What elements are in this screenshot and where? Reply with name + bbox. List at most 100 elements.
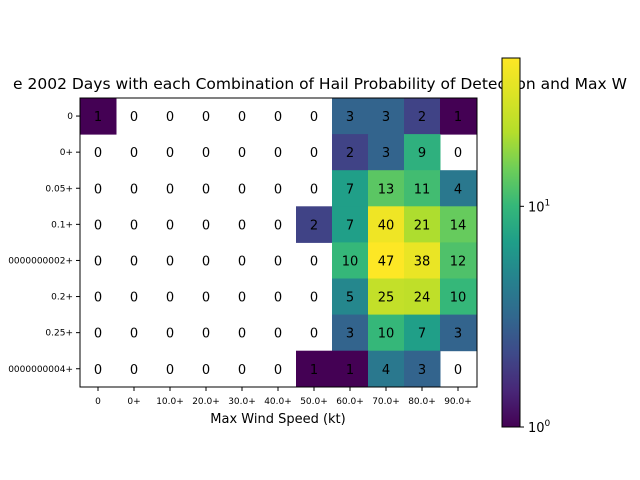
cell-value-label: 0 bbox=[202, 291, 210, 306]
cell-value-label: 0 bbox=[202, 254, 210, 269]
heatmap-cell bbox=[368, 350, 405, 388]
cell-value-label: 0 bbox=[94, 327, 102, 342]
cell-value-label: 0 bbox=[238, 110, 246, 125]
cell-value-label: 3 bbox=[346, 327, 354, 342]
heatmap-cell bbox=[368, 242, 405, 279]
x-tick-label: 50.0+ bbox=[300, 397, 328, 407]
cell-value-label: 0 bbox=[454, 363, 462, 378]
cell-value-label: 10 bbox=[342, 254, 359, 269]
cell-value-label: 0 bbox=[238, 291, 246, 306]
cell-value-label: 0 bbox=[130, 291, 138, 306]
y-tick-label: 0.25+ bbox=[45, 329, 73, 339]
cell-value-label: 0 bbox=[166, 327, 174, 342]
cell-value-label: 0 bbox=[238, 327, 246, 342]
cell-value-label: 0 bbox=[130, 363, 138, 378]
heatmap-cell bbox=[368, 134, 405, 171]
cell-value-label: 0 bbox=[202, 182, 210, 197]
cell-value-label: 0 bbox=[130, 218, 138, 233]
heatmap-cell bbox=[404, 242, 441, 279]
colorbar-tick-label: 100 bbox=[528, 419, 551, 436]
cell-value-label: 0 bbox=[202, 218, 210, 233]
cell-value-label: 2 bbox=[310, 218, 318, 233]
heatmap-cell bbox=[404, 98, 441, 135]
heatmap-cell bbox=[440, 206, 477, 243]
cell-value-label: 2 bbox=[346, 146, 354, 161]
cell-value-label: 0 bbox=[94, 291, 102, 306]
colorbar bbox=[501, 57, 521, 428]
cell-value-label: 40 bbox=[378, 218, 395, 233]
cell-value-label: 0 bbox=[274, 291, 282, 306]
cell-value-label: 7 bbox=[346, 218, 354, 233]
cell-value-label: 0 bbox=[238, 218, 246, 233]
heatmap-cell bbox=[404, 314, 441, 352]
heatmap-cell bbox=[368, 278, 405, 316]
x-tick-label: 70.0+ bbox=[372, 397, 400, 407]
cell-value-label: 0 bbox=[166, 182, 174, 197]
heatmap-cell bbox=[404, 350, 441, 388]
cell-value-label: 25 bbox=[378, 291, 395, 306]
cell-value-label: 0 bbox=[202, 146, 210, 161]
cell-value-label: 9 bbox=[418, 146, 426, 161]
y-tick-label: 0000000002+ bbox=[8, 256, 73, 266]
heatmap-cell bbox=[332, 314, 369, 352]
heatmap-cell bbox=[332, 98, 369, 135]
y-tick-label: 0.2+ bbox=[51, 293, 73, 303]
cell-value-label: 0 bbox=[166, 254, 174, 269]
cell-value-label: 0 bbox=[166, 363, 174, 378]
x-tick-label: 90.0+ bbox=[444, 397, 472, 407]
cell-value-label: 0 bbox=[166, 110, 174, 125]
cell-value-label: 0 bbox=[94, 182, 102, 197]
colorbar-tick-label: 101 bbox=[528, 198, 550, 215]
heatmap-cell bbox=[440, 314, 477, 352]
y-tick-label: 0.05+ bbox=[45, 184, 73, 194]
cell-value-label: 47 bbox=[378, 254, 395, 269]
x-tick-label: 0 bbox=[95, 397, 101, 407]
x-axis-label: Max Wind Speed (kt) bbox=[210, 412, 345, 427]
cell-value-label: 24 bbox=[414, 291, 431, 306]
cell-value-label: 0 bbox=[274, 254, 282, 269]
cell-value-label: 0 bbox=[130, 110, 138, 125]
cell-value-label: 0 bbox=[130, 327, 138, 342]
cell-value-label: 0 bbox=[202, 363, 210, 378]
cell-value-label: 3 bbox=[382, 146, 390, 161]
cell-value-label: 0 bbox=[130, 182, 138, 197]
cell-value-label: 0 bbox=[202, 327, 210, 342]
heatmap-cell bbox=[368, 170, 405, 207]
x-tick-label: 40.0+ bbox=[264, 397, 292, 407]
heatmap-cell bbox=[368, 314, 405, 352]
cell-value-label: 21 bbox=[414, 218, 431, 233]
x-tick-label: 30.0+ bbox=[228, 397, 256, 407]
x-tick-label: 0+ bbox=[127, 397, 140, 407]
cell-value-label: 7 bbox=[418, 327, 426, 342]
heatmap-cell bbox=[368, 98, 405, 135]
cell-value-label: 14 bbox=[450, 218, 467, 233]
cell-value-label: 13 bbox=[378, 182, 395, 197]
cell-value-label: 1 bbox=[94, 110, 102, 125]
cell-value-label: 0 bbox=[238, 182, 246, 197]
heatmap-cell bbox=[296, 350, 333, 388]
cell-value-label: 0 bbox=[454, 146, 462, 161]
cell-value-label: 0 bbox=[274, 182, 282, 197]
heatmap-cell bbox=[332, 134, 369, 171]
heatmap-cell bbox=[332, 278, 369, 316]
cell-value-label: 10 bbox=[450, 291, 467, 306]
heatmap-cell bbox=[368, 206, 405, 243]
cell-value-label: 0 bbox=[310, 146, 318, 161]
heatmap-cell bbox=[404, 170, 441, 207]
cell-value-label: 0 bbox=[310, 291, 318, 306]
heatmap-cell bbox=[404, 278, 441, 316]
cell-value-label: 1 bbox=[346, 363, 354, 378]
cell-value-label: 4 bbox=[382, 363, 390, 378]
cell-value-label: 0 bbox=[310, 110, 318, 125]
heatmap-cell bbox=[80, 98, 117, 135]
heatmap-cell bbox=[332, 242, 369, 279]
y-tick-label: 0+ bbox=[60, 148, 73, 158]
cell-value-label: 0 bbox=[274, 363, 282, 378]
cell-value-label: 11 bbox=[414, 182, 431, 197]
cell-value-label: 0 bbox=[310, 182, 318, 197]
cell-value-label: 0 bbox=[310, 254, 318, 269]
heatmap-cell bbox=[404, 206, 441, 243]
x-tick-label: 80.0+ bbox=[408, 397, 436, 407]
cell-value-label: 0 bbox=[238, 363, 246, 378]
cell-value-label: 0 bbox=[166, 291, 174, 306]
